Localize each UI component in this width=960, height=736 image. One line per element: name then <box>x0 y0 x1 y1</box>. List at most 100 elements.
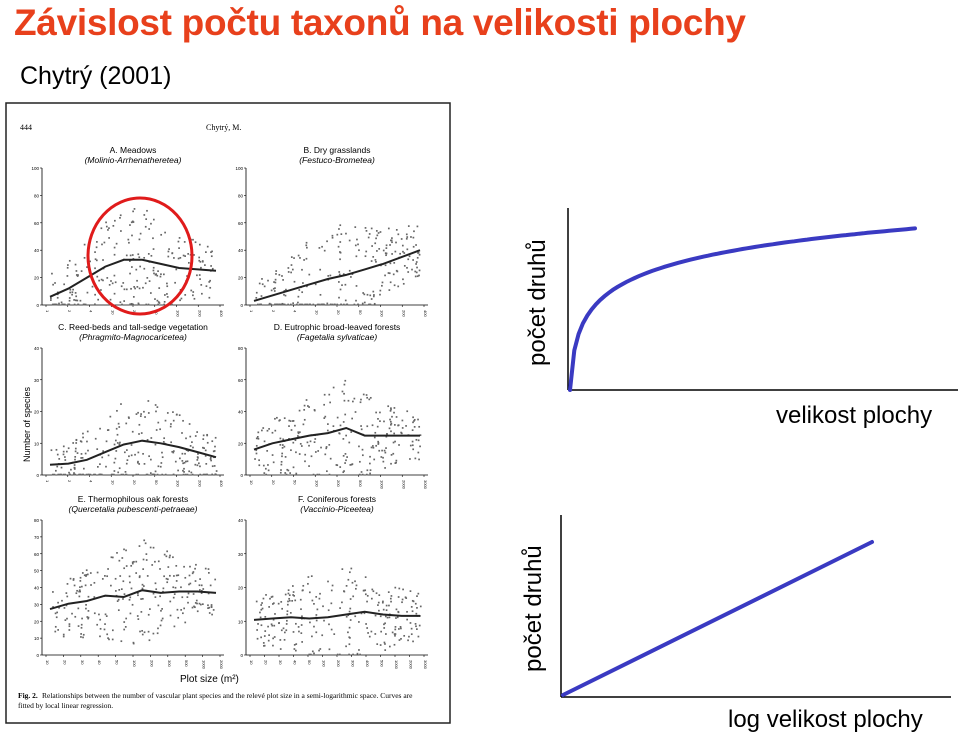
scan-point <box>339 251 342 254</box>
scan-point <box>110 473 113 476</box>
scan-point <box>366 396 368 399</box>
scan-point <box>118 443 121 446</box>
scan-point <box>382 608 385 611</box>
scan-point <box>409 458 411 460</box>
scan-point <box>415 263 417 265</box>
scan-point <box>314 283 317 286</box>
scan-y-tick-label: 0 <box>240 653 243 658</box>
scan-point <box>60 466 63 469</box>
scan-point <box>192 294 194 297</box>
scan-point <box>125 462 128 465</box>
scan-point <box>200 284 203 286</box>
scan-point <box>199 589 201 591</box>
scan-point <box>143 631 146 634</box>
scan-point <box>74 292 77 294</box>
scan-point <box>414 602 417 605</box>
scan-point <box>356 652 359 655</box>
scan-point <box>293 594 295 597</box>
scan-point <box>99 618 102 621</box>
scan-point <box>186 460 189 463</box>
scan-point <box>260 604 263 606</box>
scan-x-tick-label: 200 <box>149 660 154 667</box>
scan-point <box>395 608 398 611</box>
scan-point <box>349 464 352 466</box>
scan-point <box>397 233 400 236</box>
scan-point <box>112 225 115 227</box>
scan-point <box>76 452 79 454</box>
scan-point <box>82 636 84 639</box>
scan-point <box>143 463 146 465</box>
scan-point <box>355 299 357 302</box>
scan-point <box>123 567 126 570</box>
scan-x-tick-label: 20 <box>336 310 341 315</box>
scan-point <box>262 597 265 600</box>
scan-point <box>112 473 115 476</box>
scan-point <box>329 457 332 460</box>
scan-panel-subtitle: (Festuco-Brometea) <box>299 155 375 165</box>
scan-point <box>159 428 161 431</box>
scan-point <box>289 472 292 474</box>
scan-point <box>128 241 130 244</box>
scan-point <box>93 612 96 615</box>
scan-point <box>340 303 343 306</box>
scan-point <box>111 282 114 285</box>
scan-point <box>73 299 75 301</box>
scan-point <box>388 604 390 607</box>
scan-point <box>392 441 395 444</box>
scan-point <box>283 303 286 306</box>
scan-x-tick-label: 1 <box>249 310 254 313</box>
scan-point <box>124 473 127 476</box>
scan-point <box>102 450 104 452</box>
scan-point <box>308 273 311 276</box>
scan-point <box>158 287 161 289</box>
scan-point <box>353 303 356 306</box>
scan-point <box>137 303 140 306</box>
scan-point <box>135 560 138 563</box>
scan-x-tick-label: 400 <box>219 310 224 317</box>
scan-point <box>135 268 138 271</box>
scan-point <box>358 473 361 476</box>
scan-point <box>274 417 276 420</box>
scan-point <box>130 564 133 567</box>
scan-point <box>137 253 140 256</box>
scan-y-tick-label: 20 <box>238 276 244 281</box>
scan-point <box>155 588 158 591</box>
scan-y-tick-label: 30 <box>34 602 40 607</box>
scan-point <box>163 273 165 276</box>
scan-x-tick-label: 1000 <box>394 660 399 670</box>
scan-point <box>79 580 82 582</box>
scan-point <box>190 471 193 474</box>
scan-y-tick-label: 80 <box>238 193 244 198</box>
scan-point <box>384 622 386 625</box>
scan-point <box>191 441 193 444</box>
scan-point <box>82 432 84 435</box>
scan-point <box>356 238 358 241</box>
scan-point <box>178 237 181 239</box>
scan-running-head: Chytrý, M. <box>206 123 241 132</box>
scan-point <box>372 445 374 447</box>
scan-point <box>339 288 342 291</box>
scan-point <box>316 473 319 476</box>
scan-point <box>81 585 83 588</box>
scan-point <box>161 473 164 476</box>
scan-point <box>305 303 308 306</box>
scan-point <box>194 567 196 570</box>
scan-point <box>178 414 181 417</box>
scan-point <box>269 597 271 600</box>
scan-x-tick-label: 2 <box>67 480 72 483</box>
scan-point <box>114 590 117 592</box>
scan-point <box>397 611 400 614</box>
scan-point <box>274 287 276 290</box>
scan-x-tick-label: 100 <box>176 310 181 317</box>
scan-point <box>348 269 351 272</box>
scan-point <box>294 424 296 427</box>
scan-point <box>264 615 267 618</box>
scan-point <box>134 287 136 290</box>
scan-point <box>393 432 396 435</box>
scan-point <box>210 265 212 267</box>
scan-point <box>384 615 387 618</box>
scan-point <box>55 448 58 451</box>
scan-point <box>363 589 365 592</box>
scan-point <box>187 253 190 255</box>
scan-point <box>288 599 291 602</box>
